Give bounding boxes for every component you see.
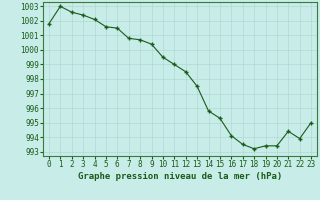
X-axis label: Graphe pression niveau de la mer (hPa): Graphe pression niveau de la mer (hPa) xyxy=(78,172,282,181)
